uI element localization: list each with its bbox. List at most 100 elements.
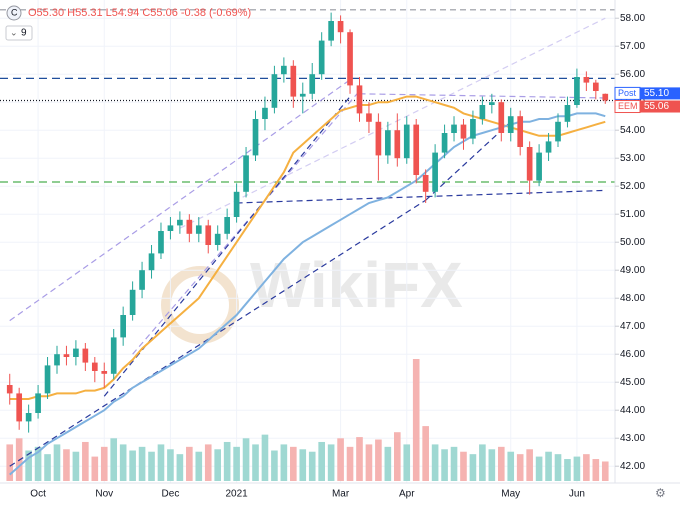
candle-body bbox=[460, 124, 467, 139]
candle-body bbox=[148, 253, 155, 271]
candle-body bbox=[54, 354, 60, 366]
indicator-toggle[interactable] bbox=[5, 25, 33, 41]
y-tick-label: 56.00 bbox=[620, 69, 645, 80]
volume-bar bbox=[318, 441, 325, 481]
volume-bar bbox=[422, 426, 429, 481]
candle-body bbox=[545, 141, 552, 153]
volume-bar bbox=[479, 444, 486, 481]
volume-bar bbox=[431, 444, 439, 481]
candle-body bbox=[507, 116, 514, 133]
candle-body bbox=[592, 82, 599, 91]
y-tick-label: 43.00 bbox=[620, 433, 645, 444]
candle-body bbox=[158, 231, 164, 254]
x-tick-label: Oct bbox=[30, 489, 46, 500]
volume-bar bbox=[507, 451, 515, 481]
volume-bar bbox=[412, 359, 420, 481]
y-tick-label: 54.00 bbox=[620, 125, 645, 136]
y-tick-label: 57.00 bbox=[620, 41, 645, 52]
volume-bar bbox=[299, 449, 307, 481]
volume-bar bbox=[167, 449, 174, 481]
volume-bar bbox=[516, 454, 524, 481]
x-tick-label: Dec bbox=[162, 489, 180, 500]
volume-bar bbox=[72, 451, 80, 481]
watermark-group: WikiFX bbox=[161, 249, 463, 344]
x-tick-label: 2021 bbox=[225, 489, 248, 500]
volume-bar bbox=[110, 438, 118, 481]
candle-body bbox=[129, 289, 136, 315]
candle-body bbox=[337, 21, 344, 33]
volume-bar bbox=[119, 444, 127, 481]
candle-body bbox=[536, 152, 542, 181]
symbol-icon[interactable] bbox=[6, 5, 22, 21]
volume-bar bbox=[469, 454, 477, 481]
candle-body bbox=[91, 362, 98, 371]
candle-body bbox=[262, 107, 268, 119]
price-label-name: Post bbox=[618, 88, 637, 98]
candle-body bbox=[526, 147, 533, 181]
candle-body bbox=[498, 102, 505, 133]
candle-body bbox=[101, 371, 108, 374]
candle-body bbox=[205, 225, 212, 245]
watermark-logo bbox=[161, 266, 239, 344]
volume-bar bbox=[545, 451, 552, 481]
volume-bar bbox=[129, 450, 136, 481]
volume-bar bbox=[290, 446, 297, 481]
y-tick-label: 46.00 bbox=[620, 349, 645, 360]
settings-icon[interactable]: ⚙ bbox=[655, 486, 666, 500]
candle-body bbox=[451, 124, 457, 133]
candle-body bbox=[375, 121, 382, 156]
candle-body bbox=[517, 116, 524, 147]
candle-body bbox=[441, 133, 448, 153]
symbol-icon-letter: C bbox=[11, 7, 18, 17]
trendline bbox=[9, 199, 426, 467]
volume-bar bbox=[261, 434, 269, 481]
y-tick-label: 47.00 bbox=[620, 321, 645, 332]
candle-body bbox=[489, 102, 495, 105]
candle-body bbox=[110, 337, 117, 374]
volume-bar bbox=[157, 444, 165, 481]
ohlc-legend: O55.30 H55.31 L54.94 C55.06 -0.38 (-0.69… bbox=[28, 7, 251, 19]
candle-body bbox=[35, 393, 41, 413]
y-tick-label: 52.00 bbox=[620, 181, 645, 192]
volume-bar bbox=[346, 446, 354, 481]
candle-body bbox=[422, 175, 429, 192]
candle-body bbox=[366, 113, 372, 122]
candle-body bbox=[214, 233, 221, 245]
volume-bar bbox=[564, 459, 571, 481]
y-tick-label: 42.00 bbox=[620, 461, 645, 472]
volume-bar bbox=[233, 446, 240, 481]
volume-bar bbox=[63, 449, 70, 481]
y-tick-label: 50.00 bbox=[620, 237, 645, 248]
candle-body bbox=[564, 105, 571, 122]
candle-body bbox=[432, 152, 438, 192]
indicator-count: 9 bbox=[21, 28, 27, 39]
volume-bar bbox=[573, 456, 581, 481]
candle-body bbox=[479, 105, 486, 119]
volume-bar bbox=[82, 441, 89, 481]
volume-bar bbox=[214, 449, 222, 481]
candle-body bbox=[73, 348, 79, 357]
volume-bar bbox=[242, 438, 250, 481]
volume-bar bbox=[223, 441, 231, 481]
volume-bar bbox=[375, 439, 382, 481]
volume-bar bbox=[488, 449, 496, 481]
y-tick-label: 45.00 bbox=[620, 377, 645, 388]
volume-bar bbox=[195, 451, 203, 481]
volume-bar bbox=[601, 461, 609, 481]
candle-body bbox=[6, 385, 13, 394]
candle-body bbox=[224, 217, 230, 234]
volume-bar bbox=[53, 444, 61, 481]
volume-bar bbox=[356, 437, 363, 481]
candle-body bbox=[233, 191, 240, 217]
volume-bar bbox=[403, 444, 411, 481]
volume-bar bbox=[497, 446, 505, 481]
price-label-value: 55.10 bbox=[644, 88, 669, 99]
watermark: WikiFX bbox=[250, 249, 463, 321]
y-tick-label: 49.00 bbox=[620, 265, 645, 276]
candle-body bbox=[177, 219, 183, 226]
price-label-name: EEM bbox=[618, 101, 638, 111]
volume-bar bbox=[384, 446, 392, 481]
y-tick-label: 44.00 bbox=[620, 405, 645, 416]
